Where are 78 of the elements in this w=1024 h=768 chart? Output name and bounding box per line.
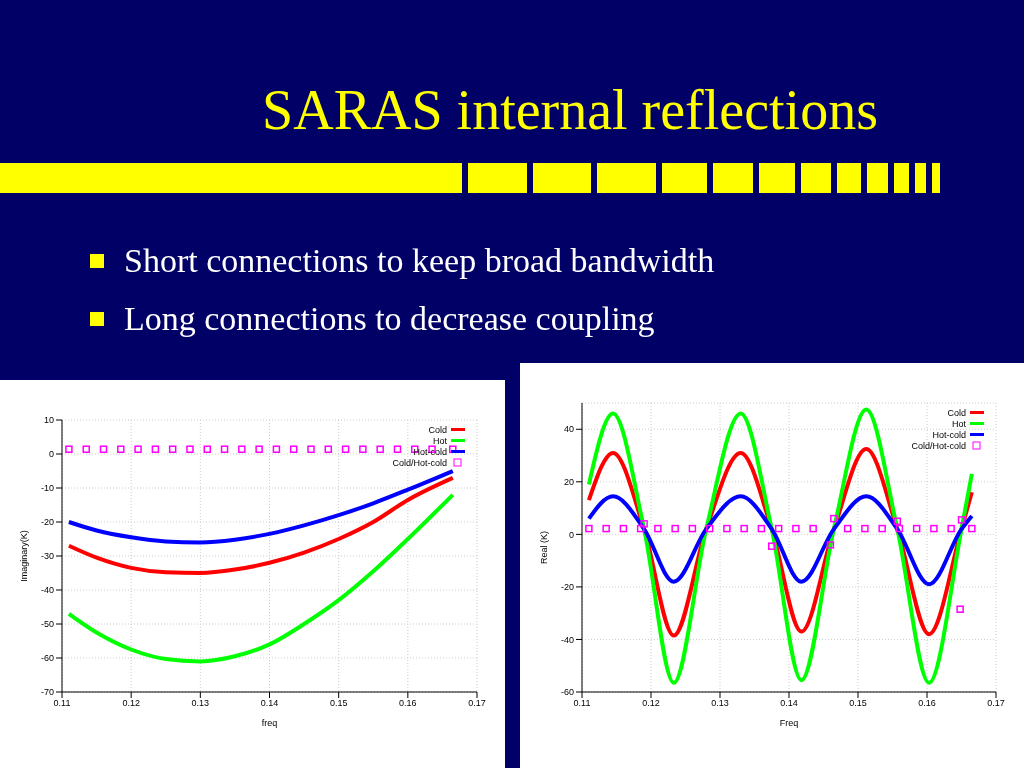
line-series: [66, 475, 455, 575]
x-tick-label: 0.16: [399, 698, 417, 709]
point: [619, 524, 628, 533]
point: [830, 514, 838, 523]
legend-label: Hot: [432, 435, 447, 446]
point: [585, 524, 593, 533]
point: [826, 541, 835, 549]
point: [723, 524, 731, 533]
x-tick-label: 0.14: [780, 698, 798, 709]
point: [895, 524, 904, 533]
y-tick-label: -40: [560, 634, 574, 645]
y-tick-label: 0: [568, 529, 574, 540]
x-tick-label: 0.17: [987, 698, 1005, 709]
y-tick-label: -60: [40, 653, 54, 664]
point: [671, 524, 679, 533]
point: [688, 524, 697, 533]
y-tick-label: -60: [560, 687, 574, 698]
point: [654, 524, 662, 533]
y-tick-label: -10: [40, 483, 54, 494]
x-tick-label: 0.11: [53, 698, 71, 709]
x-tick-label: 0.15: [329, 698, 348, 709]
y-tick-label: -40: [40, 585, 54, 596]
y-tick-label: -20: [40, 517, 54, 528]
x-axis-title: freq: [261, 718, 278, 728]
x-tick-label: 0.13: [711, 698, 729, 709]
point: [861, 524, 869, 533]
y-tick-label: 0: [48, 449, 54, 460]
legend-label: Cold: [428, 424, 447, 435]
point: [930, 524, 938, 533]
legend-label: Hot: [951, 418, 966, 429]
legend-label: Cold/Hot-cold: [392, 457, 447, 468]
point: [774, 524, 783, 533]
point: [956, 605, 964, 613]
point: [757, 524, 766, 533]
y-tick-label: -50: [40, 619, 54, 630]
y-tick-label: 40: [563, 424, 574, 435]
point: [947, 524, 955, 533]
point: [878, 524, 886, 533]
point: [636, 524, 645, 533]
line-series: [586, 407, 974, 685]
legend-label: Cold/Hot-cold: [911, 440, 966, 451]
point: [792, 524, 800, 533]
legend-label: Hot-cold: [932, 429, 966, 440]
x-tick-label: 0.16: [918, 698, 936, 709]
point: [968, 524, 976, 533]
point: [893, 517, 902, 525]
point: [705, 524, 714, 533]
point: [957, 516, 966, 524]
y-tick-label: -20: [560, 582, 574, 593]
text: Long connections to decrease coupling: [124, 300, 655, 338]
y-axis-title: Real (K): [539, 530, 550, 565]
legend-label: Cold: [947, 407, 966, 418]
x-tick-label: 0.15: [849, 698, 867, 709]
x-axis-title: Freq: [779, 718, 799, 728]
x-tick-label: 0.13: [191, 698, 210, 709]
y-tick-label: 10: [43, 415, 54, 426]
y-tick-label: 20: [563, 477, 574, 488]
x-tick-label: 0.11: [573, 698, 591, 709]
x-tick-label: 0.12: [122, 698, 140, 709]
y-tick-label: -30: [40, 551, 54, 562]
legend-label: Hot-cold: [413, 446, 447, 457]
point: [602, 524, 610, 533]
y-tick-label: -70: [40, 687, 54, 698]
y-axis-title: Imaginary(K): [19, 530, 30, 582]
point: [843, 524, 852, 533]
point: [640, 520, 648, 528]
x-tick-label: 0.17: [468, 698, 486, 709]
point: [768, 542, 776, 550]
text: Short connections to keep broad bandwidth: [124, 242, 715, 280]
chart-title: SARAS internal reflections: [261, 78, 879, 142]
point: [740, 524, 748, 533]
point: [912, 524, 921, 533]
x-tick-label: 0.12: [642, 698, 660, 709]
point: [809, 524, 817, 533]
x-tick-label: 0.14: [260, 698, 279, 709]
line-series: [66, 492, 455, 664]
line-series: [586, 494, 974, 587]
line-series: [66, 469, 455, 545]
